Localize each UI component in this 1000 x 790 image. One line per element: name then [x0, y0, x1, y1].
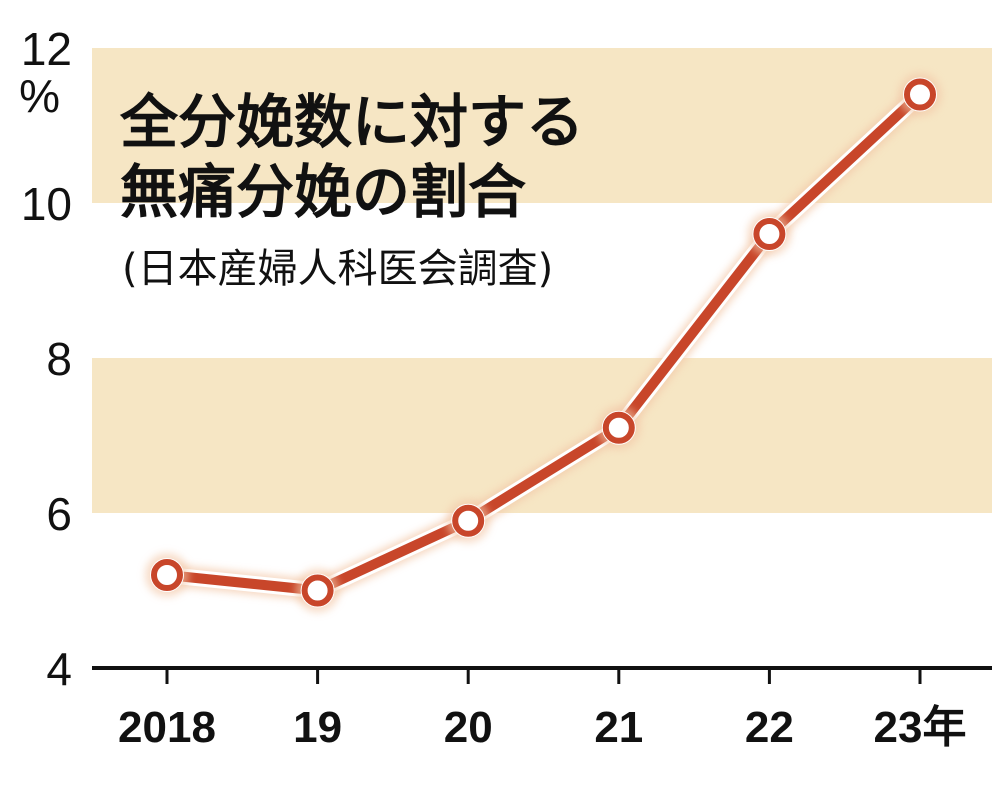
band-0	[92, 358, 992, 513]
data-point	[301, 574, 334, 607]
data-point	[151, 559, 183, 591]
x-tick-label: 20	[444, 703, 493, 752]
title-line-2: 無痛分娩の割合	[120, 158, 526, 226]
y-tick-label: 6	[46, 488, 72, 540]
y-tick-label: 10	[21, 178, 72, 230]
chart-title: 全分娩数に対する 無痛分娩の割合 (日本産婦人科医会調査)	[119, 88, 584, 292]
x-tick-label: 21	[594, 703, 643, 752]
y-axis-ticks: 4 6 8 10 12	[21, 23, 72, 695]
x-axis-ticks: 2018 19 20 21 22 23年	[118, 668, 966, 752]
x-tick-label: 19	[293, 703, 342, 752]
y-tick-label: 12	[21, 23, 72, 75]
series-line-path	[162, 89, 925, 596]
x-tick-label: 2018	[118, 703, 216, 752]
background-bands	[92, 48, 992, 513]
data-point	[602, 411, 635, 444]
source-note: (日本産婦人科医会調査)	[122, 246, 553, 292]
data-point	[452, 504, 485, 537]
x-tick-label: 22	[745, 703, 794, 752]
title-line-1: 全分娩数に対する	[119, 88, 584, 156]
series-line	[145, 72, 942, 613]
data-point	[904, 78, 936, 111]
x-tick-label: 23年	[874, 703, 967, 752]
y-unit-label: %	[19, 70, 60, 122]
y-tick-label: 8	[46, 333, 72, 385]
y-tick-label: 4	[46, 643, 72, 695]
data-point	[753, 218, 786, 250]
